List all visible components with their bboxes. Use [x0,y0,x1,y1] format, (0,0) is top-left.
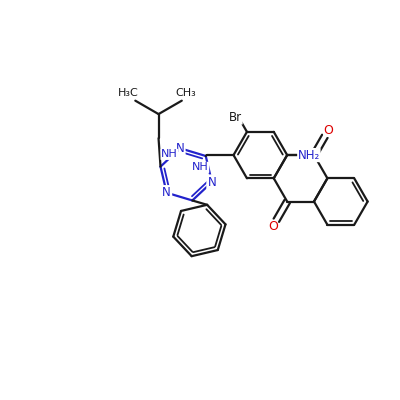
Text: H₃C: H₃C [118,88,138,98]
Text: Br: Br [229,111,242,124]
Text: O: O [268,220,278,233]
Text: N: N [162,186,171,199]
Text: N: N [208,176,216,188]
Text: NH₂: NH₂ [298,148,320,162]
Text: NH: NH [192,162,209,172]
Text: O: O [324,124,333,137]
Text: CH₃: CH₃ [175,88,196,98]
Text: N: N [176,142,184,155]
Text: NH: NH [161,149,178,159]
